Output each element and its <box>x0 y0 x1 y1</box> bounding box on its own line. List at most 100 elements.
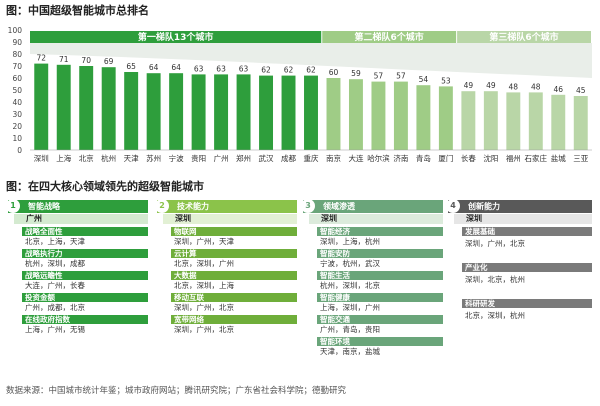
category-cities: 北京，上海，天津 <box>25 237 85 246</box>
bar <box>79 66 94 150</box>
tier-banner <box>457 31 591 43</box>
value-label: 60 <box>329 68 339 77</box>
category-cities: 深圳，广州，北京 <box>174 325 234 334</box>
panel-header: 3 领域渗透 <box>301 199 443 213</box>
value-label: 46 <box>554 85 564 94</box>
panel-header: 1 智能战略 <box>6 199 148 213</box>
value-label: 48 <box>509 82 519 91</box>
panel-innovation: 4 创新能力 深圳 发展基础 深圳，广州，北京 产业化 深圳，北京，杭州 科研研发北… <box>446 199 592 376</box>
category-label: 移动互联 <box>171 293 297 302</box>
panel-strategy: 1 智能战略 广州 战略全面性 北京，上海，天津 战略执行力 杭州，深圳，成都 战略… <box>6 199 148 376</box>
category-label: 产业化 <box>462 263 592 272</box>
category-label: 青岛 <box>416 153 431 163</box>
category-label: 济南 <box>393 153 408 163</box>
value-label: 63 <box>216 64 226 73</box>
background-band <box>30 43 592 78</box>
bar <box>169 73 184 150</box>
bar <box>101 67 116 150</box>
value-label: 48 <box>531 82 541 91</box>
bar <box>326 78 341 150</box>
panel-title: 智能战略 <box>28 202 60 211</box>
panels-title: 图：在四大核心领域领先的超级智能城市 <box>6 180 204 193</box>
category-cities: 北京，深圳，上海 <box>174 281 234 290</box>
value-label: 62 <box>284 66 294 75</box>
value-label: 72 <box>36 54 46 63</box>
category-label: 天津 <box>124 154 139 163</box>
category-label: 武汉 <box>259 153 274 163</box>
value-label: 57 <box>374 72 384 81</box>
category-label: 深圳 <box>34 153 49 163</box>
list-item: 在线政府指数 上海，广州，无锡 <box>22 315 148 336</box>
category-label: 长春 <box>461 153 476 163</box>
value-label: 45 <box>576 86 586 95</box>
category-label: 上海 <box>56 153 71 163</box>
y-tick-label: 20 <box>12 122 22 131</box>
category-label: 成都 <box>281 153 296 163</box>
category-label: 科研研发 <box>462 299 592 308</box>
category-label: 智能经济 <box>317 227 443 236</box>
value-label: 64 <box>149 63 159 72</box>
bar <box>281 75 296 150</box>
list-item: 科研研发北京，深圳，杭州 <box>462 299 592 324</box>
list-item: 智能健康 上海，深圳，广州 <box>317 293 443 314</box>
y-tick-label: 0 <box>17 146 22 155</box>
value-label: 69 <box>104 57 114 66</box>
list-item: 智能经济 深圳，上海，杭州 <box>317 227 443 248</box>
list-item: 投资金额 广州，成都，北京 <box>22 293 148 314</box>
value-label: 53 <box>441 76 451 85</box>
list-item: 智能交通 广州，青岛，贵阳 <box>317 315 443 336</box>
category-label: 重庆 <box>304 153 319 163</box>
panel-lead-city: 深圳 <box>163 214 297 224</box>
category-label: 战略执行力 <box>22 249 148 258</box>
y-tick-label: 100 <box>8 26 23 35</box>
category-cities: 杭州，深圳，北京 <box>320 281 380 290</box>
category-cities: 北京，深圳，杭州 <box>465 311 525 320</box>
panel-header: 4 创新能力 <box>446 199 592 213</box>
y-tick-label: 70 <box>12 62 22 71</box>
category-label: 盐城 <box>551 153 566 163</box>
bar <box>371 81 386 150</box>
value-label: 64 <box>171 63 181 72</box>
value-label: 65 <box>126 62 136 71</box>
panel-number: 2 <box>155 199 169 213</box>
category-label: 北京 <box>79 153 94 163</box>
y-tick-label: 60 <box>12 74 22 83</box>
list-item: 宽带网络 深圳，广州，北京 <box>171 315 297 336</box>
panel-penetration: 3 领域渗透 深圳 智能经济 深圳，上海，杭州 智能安防 宁波，杭州，武汉 智能生活… <box>301 199 443 376</box>
category-cities: 宁波，杭州，武汉 <box>320 259 380 268</box>
y-tick-label: 90 <box>12 38 22 47</box>
y-tick-label: 50 <box>12 86 22 95</box>
category-cities: 上海，深圳，广州 <box>320 303 380 312</box>
value-label: 63 <box>194 64 204 73</box>
bar <box>461 91 476 150</box>
value-label: 49 <box>464 81 474 90</box>
tier-label: 第一梯队13个城市 <box>138 31 214 43</box>
bar <box>56 64 71 150</box>
bar <box>573 96 588 150</box>
bar <box>551 94 566 150</box>
category-label: 广州 <box>214 153 229 163</box>
category-label: 智能环境 <box>317 337 443 346</box>
category-label: 战略全面性 <box>22 227 148 236</box>
category-label: 发展基础 <box>462 227 592 236</box>
category-label: 大连 <box>348 153 363 163</box>
list-item: 云计算 北京，深圳，广州 <box>171 249 297 270</box>
panel-number: 3 <box>301 199 315 213</box>
category-label: 宁波 <box>169 153 184 163</box>
value-label: 62 <box>306 66 316 75</box>
list-item: 智能安防 宁波，杭州，武汉 <box>317 249 443 270</box>
category-cities: 天津，南京，盐城 <box>320 347 380 356</box>
bar <box>483 91 498 150</box>
bar <box>528 92 543 150</box>
y-tick-label: 80 <box>12 50 22 59</box>
category-cities: 深圳，广州，北京 <box>174 303 234 312</box>
panel-technology: 2 技术能力 深圳 物联网 深圳，广州，天津 云计算 北京，深圳，广州 大数据 北京，… <box>155 199 297 376</box>
panel-lead-city: 深圳 <box>309 214 443 224</box>
value-label: 57 <box>396 72 406 81</box>
category-cities: 广州，青岛，贵阳 <box>320 325 380 334</box>
list-item: 产业化 深圳，北京，杭州 <box>462 263 592 288</box>
category-label: 在线政府指数 <box>22 315 148 324</box>
category-label: 智能安防 <box>317 249 443 258</box>
category-label: 厦门 <box>438 154 453 163</box>
value-label: 71 <box>59 55 69 64</box>
